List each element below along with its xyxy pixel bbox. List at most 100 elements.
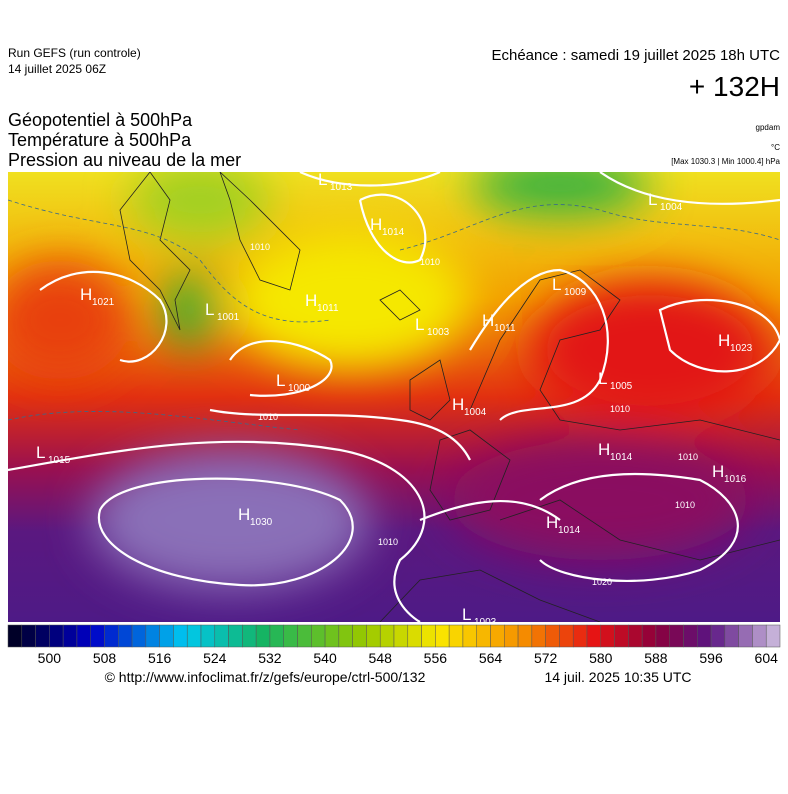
colorbar-swatch: [49, 624, 64, 648]
center-value: 1003: [474, 617, 497, 628]
colorbar-swatch: [159, 624, 174, 648]
center-value: 1015: [48, 455, 71, 466]
isobar-label: 1010: [678, 452, 698, 462]
colorbar-swatch: [504, 624, 519, 648]
center-value: 1011: [494, 323, 516, 334]
pressure-center: L 1000: [276, 371, 311, 394]
center-type: H: [305, 291, 317, 310]
isobar-label: 1010: [420, 257, 440, 267]
center-value: 1021: [92, 297, 115, 308]
center-type: L: [462, 605, 471, 624]
center-value: 1000: [288, 383, 311, 394]
center-value: 1005: [610, 381, 633, 392]
center-value: 1004: [464, 407, 487, 418]
center-type: H: [80, 285, 92, 304]
colorbar-swatch: [407, 624, 422, 648]
source: © http://www.infoclimat.fr/z/gefs/europe…: [105, 669, 426, 685]
colorbar-tick-label: 556: [424, 650, 448, 666]
center-type: H: [712, 462, 724, 481]
pressure-center: H 1011: [482, 311, 516, 334]
colorbar-swatch: [572, 624, 588, 648]
colorbar-swatch: [559, 624, 574, 648]
pressure-center: H 1016: [712, 462, 747, 485]
colorbar-tick-label: 596: [699, 650, 723, 666]
colorbar-swatch: [600, 624, 615, 648]
center-type: H: [546, 513, 558, 532]
unit: °C: [771, 143, 780, 152]
colorbar-swatch: [118, 624, 133, 648]
isobar-label: 1010: [258, 412, 278, 422]
colorbar-swatch: [628, 624, 643, 648]
center-value: 1014: [610, 452, 633, 463]
colorbar-swatch: [90, 624, 105, 648]
colorbar-swatch: [379, 624, 395, 648]
pressure-center: H 1014: [598, 440, 633, 463]
isobar-label: 1010: [378, 537, 398, 547]
pressure-center: L 1003: [462, 605, 497, 628]
center-value: 1014: [382, 227, 405, 238]
unit: [Max 1030.3 | Min 1000.4] hPa: [671, 157, 780, 166]
center-type: L: [318, 170, 327, 189]
field: Température à 500hPa: [8, 130, 192, 150]
center-type: L: [36, 443, 45, 462]
colorbar-swatch: [421, 624, 436, 648]
isobar-label: 1010: [250, 242, 270, 252]
pressure-center: H 1014: [546, 513, 581, 536]
colorbar-tick-label: 572: [534, 650, 558, 666]
colorbar-tick-label: 524: [203, 650, 227, 666]
pressure-center: H 1014: [370, 215, 405, 238]
center-value: 1009: [564, 287, 587, 298]
colorbar-tick-label: 532: [258, 650, 282, 666]
pressure-center: L 1009: [552, 275, 587, 298]
pressure-center: H 1023: [718, 331, 753, 354]
run: Run GEFS (run controle): [8, 46, 141, 60]
colorbar-swatch: [228, 624, 243, 648]
colorbar-swatch: [255, 624, 271, 648]
center-type: L: [648, 190, 657, 209]
pressure-center: L 1015: [36, 443, 71, 466]
center-type: H: [238, 505, 250, 524]
colorbar-tick-label: 516: [148, 650, 172, 666]
colorbar-tick-label: 540: [313, 650, 337, 666]
pressure-center: H 1004: [452, 395, 487, 418]
center-type: H: [598, 440, 610, 459]
colorbar-swatch: [586, 624, 602, 648]
run-date: 14 juillet 2025 06Z: [8, 62, 106, 76]
isobar-label: 1010: [675, 500, 695, 510]
colorbar-swatch: [435, 624, 450, 648]
colorbar-swatch: [490, 624, 505, 648]
colorbar-swatch: [173, 624, 188, 648]
pressure-center: L 1004: [648, 190, 683, 213]
colorbar-swatch: [545, 624, 560, 648]
center-type: H: [718, 331, 730, 350]
pressure-center: L 1005: [598, 369, 633, 392]
colorbar-tick-label: 500: [38, 650, 62, 666]
colorbar-tick-label: 588: [644, 650, 668, 666]
colorbar-swatch: [214, 624, 229, 648]
colorbar-tick-label: 508: [93, 650, 117, 666]
colorbar-swatch: [145, 624, 160, 648]
field: Géopotentiel à 500hPa: [8, 110, 193, 130]
colorbar-swatch: [269, 624, 284, 648]
colorbar-swatch: [517, 624, 533, 648]
colorbar-swatch: [311, 624, 326, 648]
colorbar-swatch: [738, 624, 753, 648]
colorbar-tick-label: 604: [755, 650, 779, 666]
colorbar-swatch: [724, 624, 739, 648]
center-type: L: [552, 275, 561, 294]
colorbar-swatch: [35, 624, 50, 648]
colorbar-swatch: [697, 624, 712, 648]
pressure-center: L 1001: [205, 300, 240, 323]
center-type: L: [276, 371, 285, 390]
generated: 14 juil. 2025 10:35 UTC: [544, 669, 691, 685]
colorbar-tick-label: 564: [479, 650, 503, 666]
colorbar-swatch: [476, 624, 491, 648]
pressure-center: H 1021: [80, 285, 115, 308]
center-type: H: [370, 215, 382, 234]
center-type: L: [598, 369, 607, 388]
colorbar-swatch: [393, 624, 409, 648]
pressure-center: H 1030: [238, 505, 273, 528]
center-value: 1011: [317, 303, 339, 314]
